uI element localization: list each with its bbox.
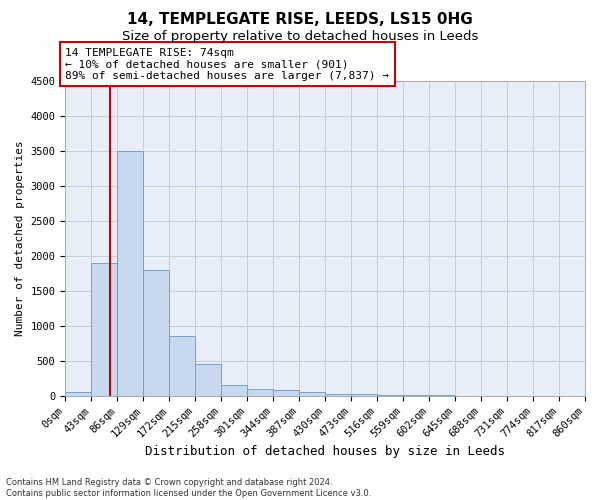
- Bar: [65, 392, 91, 396]
- Text: 14 TEMPLEGATE RISE: 74sqm
← 10% of detached houses are smaller (901)
89% of semi: 14 TEMPLEGATE RISE: 74sqm ← 10% of detac…: [65, 48, 389, 80]
- X-axis label: Distribution of detached houses by size in Leeds: Distribution of detached houses by size …: [145, 444, 505, 458]
- Bar: [169, 336, 195, 396]
- Text: 14, TEMPLEGATE RISE, LEEDS, LS15 0HG: 14, TEMPLEGATE RISE, LEEDS, LS15 0HG: [127, 12, 473, 28]
- Bar: [351, 394, 377, 396]
- Text: Size of property relative to detached houses in Leeds: Size of property relative to detached ho…: [122, 30, 478, 43]
- Bar: [299, 392, 325, 396]
- Bar: [91, 262, 117, 396]
- Bar: [377, 395, 403, 396]
- Bar: [247, 388, 273, 396]
- Bar: [195, 364, 221, 396]
- Y-axis label: Number of detached properties: Number of detached properties: [15, 140, 25, 336]
- Bar: [273, 390, 299, 396]
- Bar: [221, 385, 247, 396]
- Bar: [325, 394, 351, 396]
- Bar: [143, 270, 169, 396]
- Bar: [117, 150, 143, 396]
- Text: Contains HM Land Registry data © Crown copyright and database right 2024.
Contai: Contains HM Land Registry data © Crown c…: [6, 478, 371, 498]
